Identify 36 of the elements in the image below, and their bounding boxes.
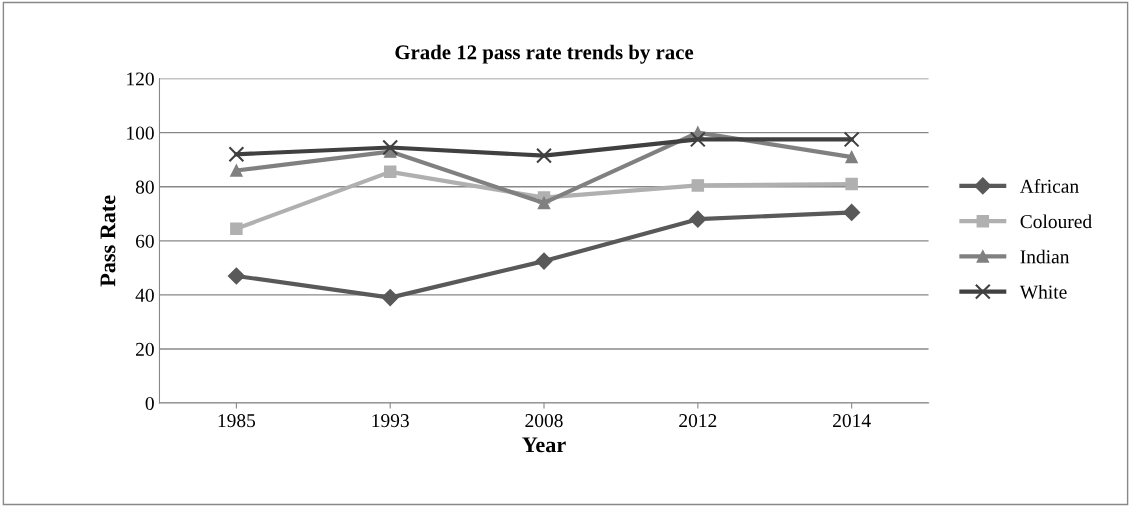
point bbox=[382, 139, 399, 156]
point bbox=[843, 203, 861, 221]
y-axis-title: Pass Rate bbox=[100, 195, 116, 287]
chart-title: Grade 12 pass rate trends by race bbox=[395, 44, 694, 64]
y-tick-label: 20 bbox=[136, 342, 154, 356]
point bbox=[845, 150, 858, 164]
x-tick-label: 1985 bbox=[218, 414, 256, 428]
point bbox=[689, 210, 707, 228]
point bbox=[383, 165, 397, 179]
point bbox=[230, 222, 243, 235]
point bbox=[537, 196, 551, 210]
point bbox=[381, 289, 399, 307]
point bbox=[535, 252, 553, 270]
point bbox=[691, 179, 705, 192]
y-tick-label: 0 bbox=[145, 396, 154, 410]
x-tick-label: 2008 bbox=[525, 414, 563, 428]
legend-label: Indian bbox=[1020, 249, 1070, 264]
legend-label: White bbox=[1019, 284, 1067, 299]
x-tick-label: 1993 bbox=[372, 414, 409, 428]
y-tick-label: 60 bbox=[136, 234, 154, 248]
x-tick-label: 2014 bbox=[833, 414, 871, 428]
legend-label: African bbox=[1019, 178, 1079, 193]
point bbox=[230, 164, 243, 177]
y-tick-label: 80 bbox=[135, 180, 154, 194]
point bbox=[536, 147, 552, 164]
legend-label: Coloured bbox=[1020, 214, 1092, 229]
x-tick-label: 2012 bbox=[679, 414, 717, 428]
y-tick-label: 120 bbox=[127, 72, 154, 86]
x-axis-title: Year bbox=[522, 437, 566, 453]
point bbox=[845, 177, 858, 191]
y-tick-label: 100 bbox=[127, 126, 154, 140]
point bbox=[228, 146, 245, 163]
point bbox=[227, 267, 245, 285]
y-tick-label: 40 bbox=[135, 288, 154, 302]
point bbox=[689, 131, 706, 148]
point bbox=[843, 131, 860, 148]
